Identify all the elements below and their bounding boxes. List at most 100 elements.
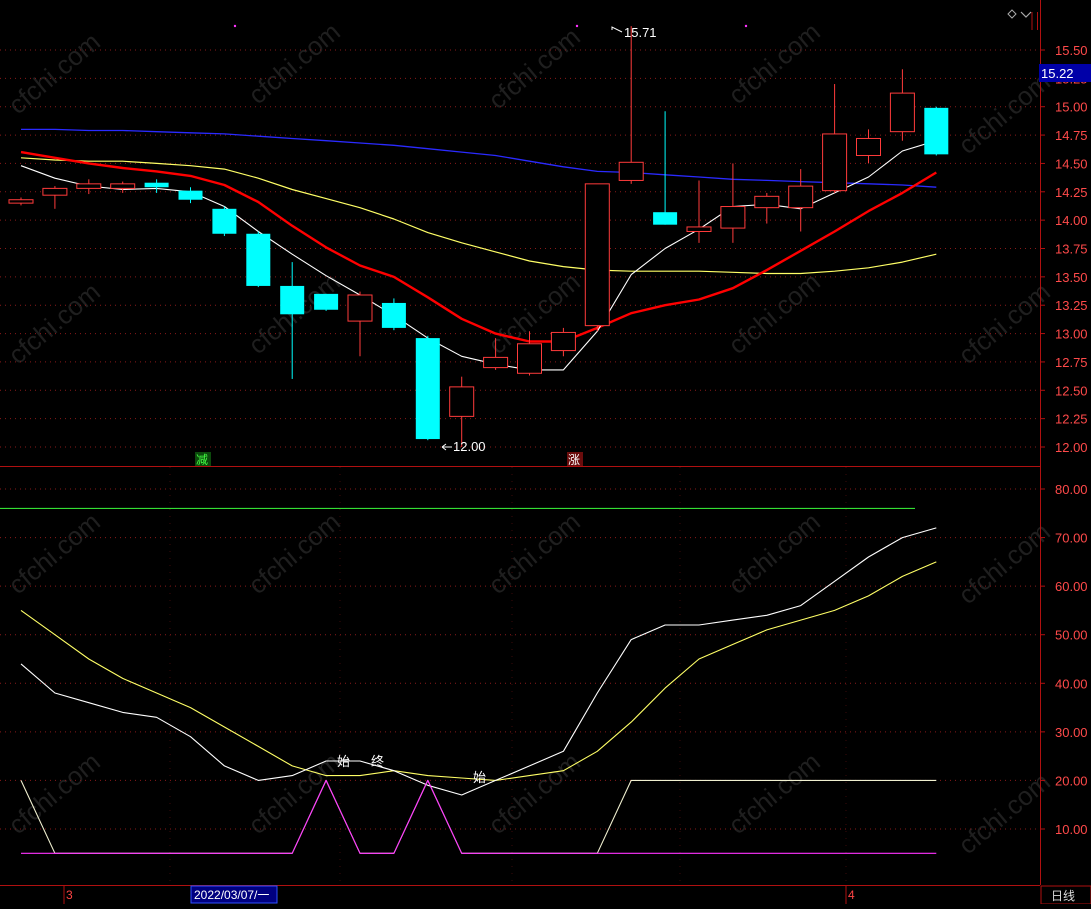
candle [924, 106, 949, 156]
candle-body [144, 182, 169, 188]
ma-mid-line [20, 150, 937, 343]
candle-body [720, 206, 746, 229]
ma-long-line [21, 128, 937, 188]
candle [42, 186, 68, 209]
watermark: cfchi.com [2, 746, 105, 840]
watermark: cfchi.com [2, 26, 105, 120]
watermark: cfchi.com [242, 746, 345, 840]
candle-body [924, 107, 949, 155]
candle [618, 26, 644, 184]
high-marker: 15.71 [624, 25, 657, 40]
price-axis-label: 12.50 [1055, 383, 1088, 398]
candle [584, 183, 610, 332]
candle-body [788, 185, 814, 209]
low-marker: 12.00 [453, 439, 486, 454]
indicator-grid [0, 467, 1040, 885]
candle [144, 179, 169, 193]
candle-body [212, 208, 237, 234]
date-cursor-box [190, 885, 278, 904]
price-axis-label: 13.25 [1055, 298, 1088, 313]
candle [822, 84, 848, 193]
price-axis-label: 13.75 [1055, 242, 1088, 257]
candle-body [381, 302, 406, 328]
diamond-icon[interactable] [1007, 9, 1017, 19]
price-axis-label: 15.00 [1055, 100, 1088, 115]
buy-signal-label: 涨 [568, 452, 580, 467]
low-marker-arrow [441, 443, 452, 451]
candle [550, 327, 576, 357]
candle [517, 331, 542, 376]
candle [889, 69, 915, 141]
candle [449, 376, 475, 447]
time-axis-month-mark: 3 [66, 888, 73, 902]
price-axis-label: 12.75 [1055, 355, 1088, 370]
candle [653, 111, 678, 225]
period-button-label: 日线 [1051, 889, 1075, 903]
watermark: cfchi.com [722, 746, 825, 840]
watermark: cfchi.com [482, 21, 585, 115]
candle [720, 163, 746, 243]
marker-dot [233, 24, 237, 28]
price-axis-label: 12.00 [1055, 440, 1088, 455]
ma-fast-line [20, 140, 937, 371]
indicator-axis-label: 70.00 [1055, 531, 1088, 546]
candle-body [686, 226, 712, 232]
watermark: cfchi.com [482, 746, 585, 840]
time-axis-month-mark: 4 [848, 888, 855, 902]
candle [347, 291, 373, 357]
indicator-axis-label: 60.00 [1055, 579, 1088, 594]
sell-signal-box [195, 452, 211, 466]
price-axis-label: 12.25 [1055, 412, 1088, 427]
buy-signal-box [567, 452, 583, 466]
candle [856, 129, 881, 164]
marker-dot [744, 24, 748, 28]
watermark: cfchi.com [2, 276, 105, 370]
marker-dot [575, 24, 579, 28]
watermark: cfchi.com [722, 16, 825, 110]
candle [381, 298, 406, 331]
watermark-layer: cfchi.com cfchi.com cfchi.com cfchi.com cfch… [2, 16, 1055, 860]
price-axis-label: 14.50 [1055, 156, 1088, 171]
chevron-down-icon[interactable] [1020, 11, 1032, 18]
indicator-axis-label: 80.00 [1055, 482, 1088, 497]
candle [415, 335, 440, 441]
candle-body [653, 212, 678, 225]
candle-body [76, 183, 102, 189]
candle-body [246, 233, 271, 286]
candle [110, 181, 136, 193]
watermark: cfchi.com [722, 266, 825, 360]
start-label-2: 始 [473, 770, 486, 785]
candle [76, 179, 102, 195]
indicator-lines [0, 507, 937, 854]
price-axis-label: 14.25 [1055, 185, 1088, 200]
candle-body [754, 195, 780, 209]
watermark: cfchi.com [242, 16, 345, 110]
candle-body [8, 199, 34, 204]
candle-body [314, 293, 339, 310]
price-axis-label: 14.75 [1055, 128, 1088, 143]
candle [754, 192, 780, 224]
end-label: 终 [371, 754, 384, 769]
price-axis-label: 14.00 [1055, 213, 1088, 228]
candle [788, 169, 814, 232]
candle-body [483, 356, 509, 369]
indicator-axis-label: 30.00 [1055, 725, 1088, 740]
indicator-slow-line [20, 561, 937, 781]
price-axis-label: 13.50 [1055, 270, 1088, 285]
candle-body [550, 331, 576, 352]
indicator-axis: 80.00 70.00 60.00 50.00 40.00 30.00 20.00 10.00 [1040, 482, 1088, 837]
candle-body [618, 161, 644, 181]
candlestick-series [8, 26, 949, 447]
candle-body [584, 183, 610, 327]
candle-body [415, 338, 440, 440]
indicator-fast-line [20, 527, 937, 796]
candle [280, 262, 305, 379]
candle-body [517, 343, 542, 374]
sell-signal-label: 减 [196, 453, 208, 467]
candle-body [42, 187, 68, 196]
ma-slow-line [20, 157, 937, 275]
moving-average-layer [20, 128, 937, 371]
price-axis: 15.5015.2515.0014.7514.5014.2514.0013.75… [1040, 43, 1088, 455]
